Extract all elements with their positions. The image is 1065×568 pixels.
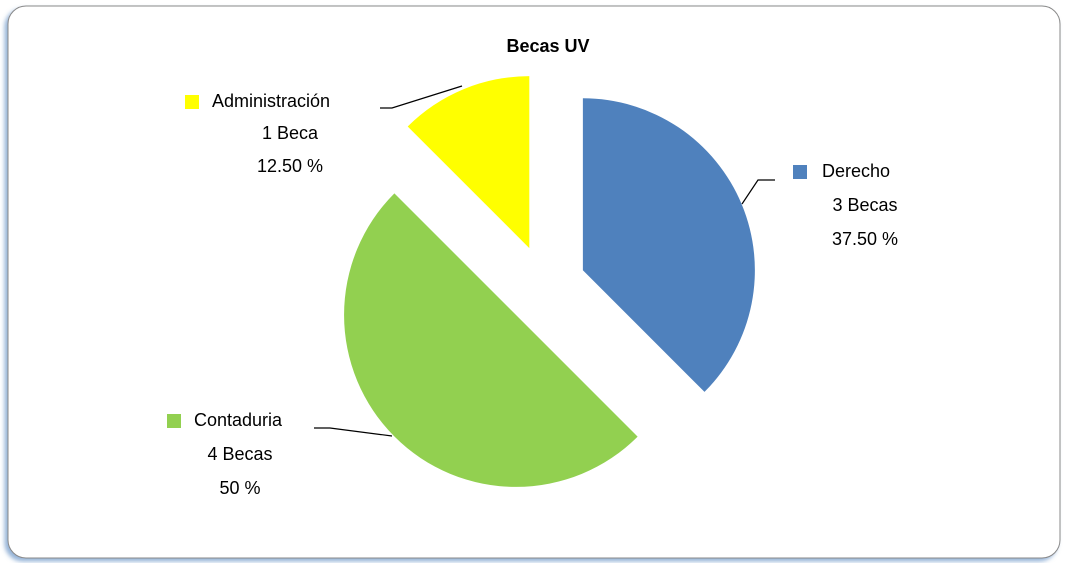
legend-key (793, 165, 807, 179)
leader-line (380, 85, 463, 109)
value-label: 1 Beca (262, 123, 319, 143)
percent-label: 12.50 % (257, 156, 323, 176)
pie-slice (407, 76, 530, 249)
leader-line (314, 427, 393, 437)
pie-slice (344, 193, 638, 487)
slice-label: Derecho (822, 161, 890, 181)
slice-label: Contaduria (194, 410, 283, 430)
value-label: 4 Becas (207, 444, 272, 464)
legend-key (185, 95, 199, 109)
pie-slice (582, 98, 755, 392)
chart-title: Becas UV (506, 36, 589, 56)
percent-label: 50 % (219, 478, 260, 498)
chart-frame (7, 5, 1061, 559)
percent-label: 37.50 % (832, 229, 898, 249)
slice-label: Administración (212, 91, 330, 111)
legend-key (167, 414, 181, 428)
value-label: 3 Becas (832, 195, 897, 215)
leader-line (741, 179, 775, 205)
